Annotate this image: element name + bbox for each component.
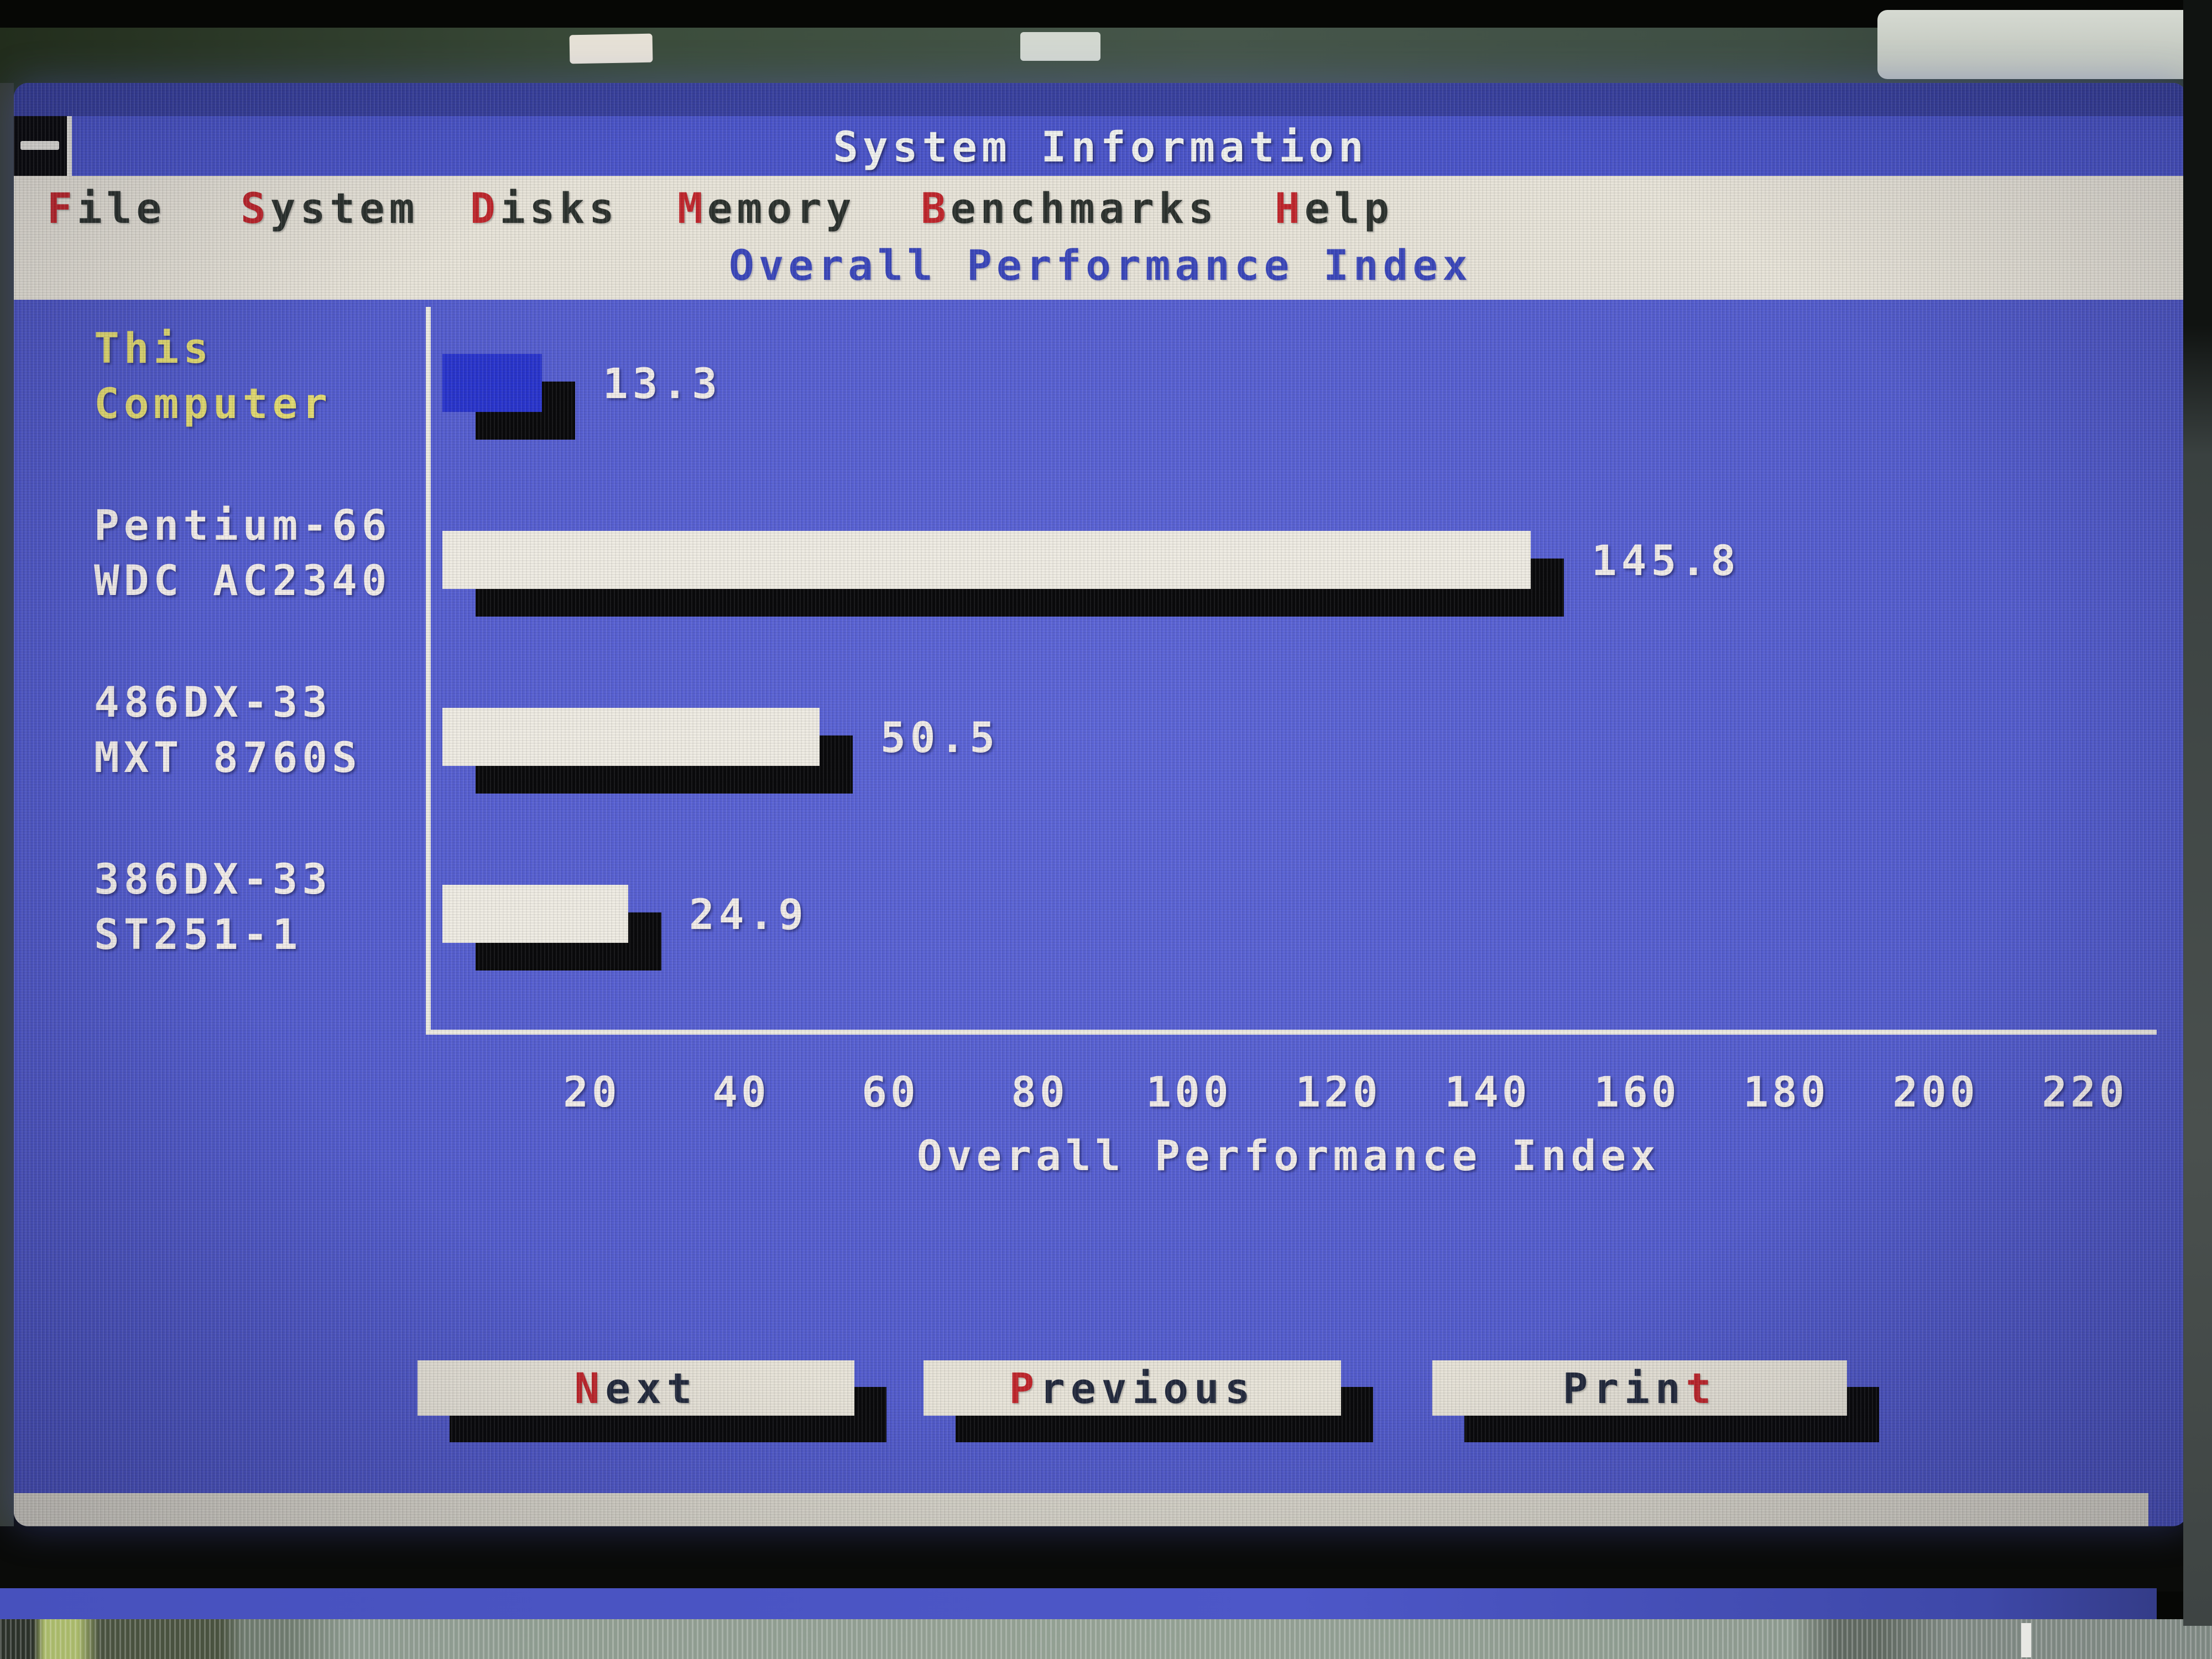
hotkey-letter: M (677, 184, 707, 233)
glass-reflection (1020, 32, 1100, 61)
bar-value: 145.8 (1592, 536, 1740, 585)
dash-icon (20, 141, 59, 150)
bar-value: 24.9 (689, 890, 808, 939)
row-label: 486DX-33 MXT 8760S (94, 677, 362, 782)
bar-value: 50.5 (880, 713, 1000, 762)
glass-reflection (569, 33, 653, 64)
menu-item-disks[interactable]: Disks (470, 184, 619, 233)
row-label: This Computer (94, 324, 332, 428)
next-button[interactable]: Next (418, 1360, 854, 1416)
previous-button[interactable]: Previous (924, 1360, 1341, 1416)
chart-title: Overall Performance Index (729, 241, 1472, 290)
menu-item-memory[interactable]: Memory (677, 184, 856, 233)
window-title: System Information (833, 122, 1368, 171)
dos-screen: System Information File System Disks Memory… (14, 83, 2187, 1526)
monitor-top-dark-band (0, 0, 2212, 28)
x-tick-label: 160 (1594, 1067, 1680, 1117)
x-tick-label: 20 (563, 1067, 620, 1117)
hotkey-letter: B (921, 184, 951, 233)
screen-bottom-border (14, 1493, 2148, 1526)
x-tick-label: 180 (1743, 1067, 1829, 1117)
print-button[interactable]: Print (1432, 1360, 1847, 1416)
titlebar-divider (67, 116, 72, 176)
title-bar: System Information (14, 116, 2187, 176)
x-axis-label: Overall Performance Index (917, 1131, 1660, 1180)
bar (442, 531, 1531, 589)
bezel-highlight (2021, 1623, 2031, 1657)
row-label: Pentium-66 WDC AC2340 (94, 500, 392, 605)
hotkey-letter: P (1009, 1364, 1040, 1413)
x-tick-label: 100 (1146, 1067, 1232, 1117)
x-tick-label: 200 (1892, 1067, 1979, 1117)
bar (442, 708, 820, 766)
glass-reflection (1877, 10, 2212, 79)
menu-and-header-band: File System Disks Memory Benchmarks Help Over… (14, 176, 2187, 300)
row-label: 386DX-33 ST251-1 (94, 854, 332, 959)
bar-value: 13.3 (603, 359, 722, 408)
x-tick-label: 80 (1011, 1067, 1068, 1117)
menu-item-benchmarks[interactable]: Benchmarks (921, 184, 1218, 233)
x-tick-label: 40 (712, 1067, 770, 1117)
menu-item-system[interactable]: System (241, 184, 419, 233)
crt-bottom-glow (0, 1588, 2157, 1619)
monitor-bezel-right (2183, 0, 2212, 1626)
hotkey-letter: N (574, 1364, 606, 1413)
y-axis-line (426, 307, 431, 1032)
hotkey-letter: H (1275, 184, 1305, 233)
hotkey-letter: t (1686, 1364, 1717, 1413)
hotkey-letter: D (470, 184, 500, 233)
x-tick-label: 60 (862, 1067, 919, 1117)
x-tick-label: 220 (2042, 1067, 2128, 1117)
monitor-bezel-left (0, 83, 14, 1526)
hotkey-letter: F (47, 184, 77, 233)
bar-this-computer (442, 354, 542, 412)
bar (442, 885, 628, 943)
x-axis-line (426, 1030, 2157, 1035)
menu-item-help[interactable]: Help (1275, 184, 1394, 233)
system-menu-button[interactable] (14, 116, 67, 176)
screen-top-border (14, 83, 2187, 116)
monitor-bezel-bottom (0, 1619, 2212, 1659)
x-tick-label: 140 (1444, 1067, 1531, 1117)
hotkey-letter: S (241, 184, 270, 233)
x-tick-label: 120 (1295, 1067, 1381, 1117)
menu-item-file[interactable]: File (47, 184, 166, 233)
